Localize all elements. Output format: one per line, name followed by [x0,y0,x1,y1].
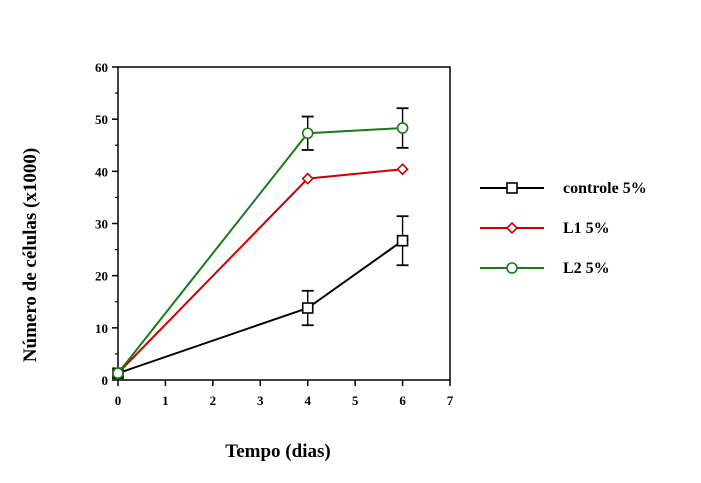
x-axis-label: Tempo (dias) [225,441,330,462]
series-line [117,239,404,375]
y-tick-label: 40 [95,164,108,179]
data-point [396,163,409,176]
y-axis-label: Número de células (x1000) [20,148,41,362]
legend-marker [505,221,519,235]
data-point [112,367,124,380]
data-point [396,122,409,134]
legend-label: controle 5% [563,180,647,197]
data-point [301,172,314,185]
y-tick-label: 30 [95,217,108,232]
data-point [396,234,409,247]
legend-marker [506,182,518,194]
y-tick-label: 0 [102,373,109,388]
legend-label: L2 5% [563,260,610,277]
x-tick-label: 6 [399,393,406,408]
x-tick-label: 2 [210,393,217,408]
legend-marker [506,262,518,274]
legend-item-2: L2 5% [480,260,610,277]
x-tick-label: 3 [257,393,264,408]
legend: controle 5% L1 5% L2 5% [480,180,647,277]
x-tick-label: 5 [352,393,359,408]
series-layer [111,107,409,380]
y-tick-label: 60 [95,60,108,75]
data-point [301,302,314,314]
series-1 [111,163,409,380]
axes: 0 10 20 30 40 50 60 0 1 2 3 4 5 6 7 [95,60,454,408]
x-tick-label: 1 [162,393,169,408]
y-tick-label: 50 [95,112,108,127]
series-2 [112,107,409,380]
series-line [117,127,403,374]
x-tick-label: 0 [115,393,122,408]
x-tick-label: 4 [304,393,311,408]
y-tick-label: 10 [95,321,108,336]
plot-frame [117,66,451,381]
legend-item-0: controle 5% [480,180,647,197]
x-tick-label: 7 [447,393,454,408]
data-point [301,127,314,140]
legend-item-1: L1 5% [480,220,610,237]
plot-area-border [117,66,451,381]
series-0 [112,215,409,380]
legend-label: L1 5% [563,220,610,237]
y-tick-label: 20 [95,269,108,284]
